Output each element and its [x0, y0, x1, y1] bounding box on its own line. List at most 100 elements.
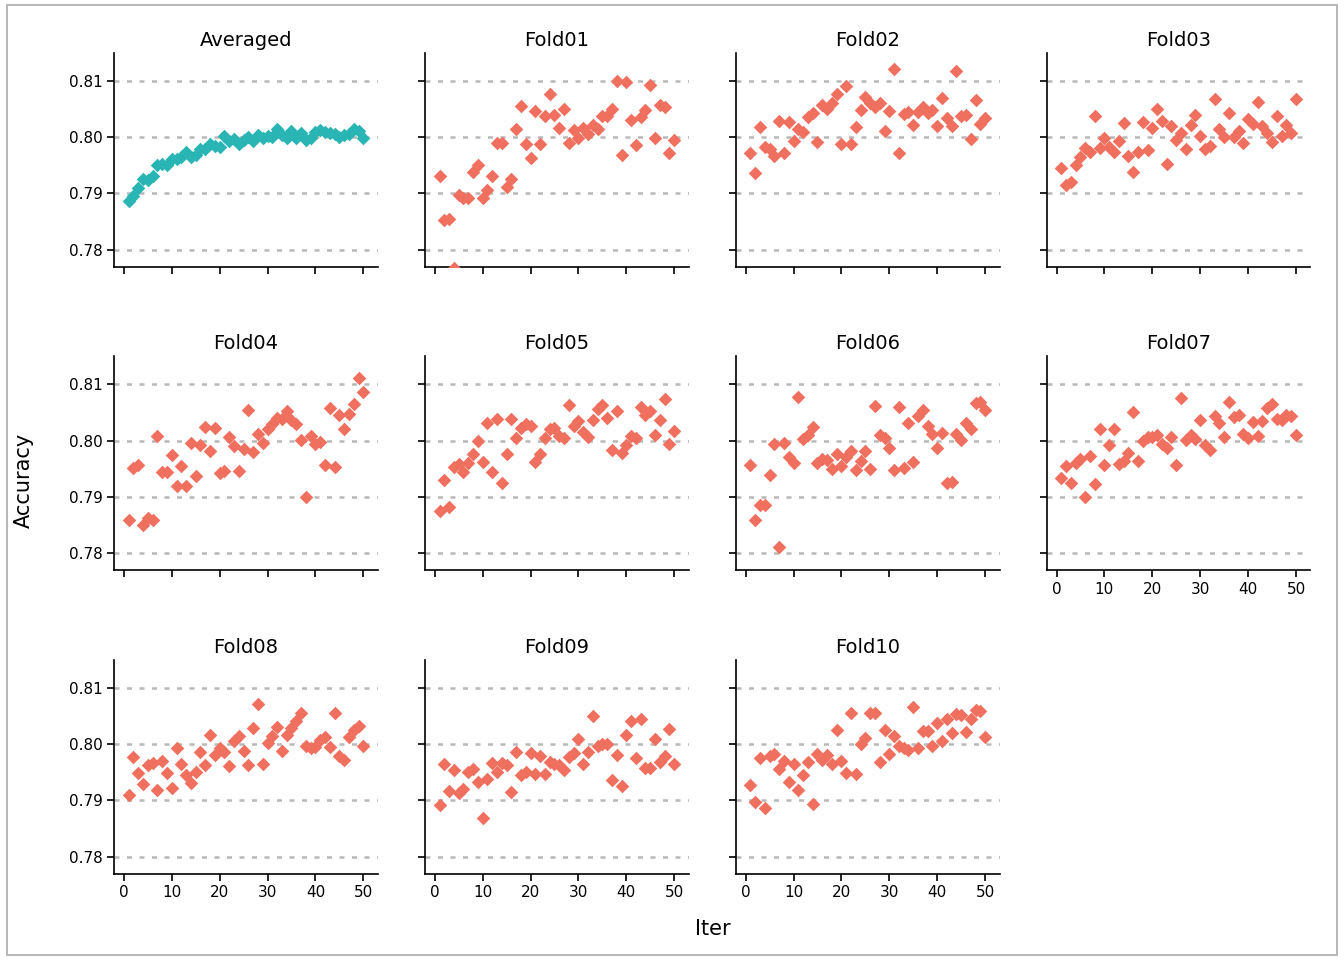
Point [1208, 415, 1230, 430]
Point [199, 444, 220, 459]
Point [610, 147, 632, 162]
Point [352, 384, 374, 399]
Title: Fold07: Fold07 [1146, 334, 1211, 353]
Title: Averaged: Averaged [200, 31, 292, 50]
Point [281, 720, 302, 735]
Point [1257, 400, 1278, 416]
Point [242, 444, 263, 460]
Point [348, 371, 370, 386]
Point [874, 430, 895, 445]
Point [836, 449, 857, 465]
Point [544, 108, 566, 123]
Point [238, 757, 259, 773]
Point [739, 457, 761, 472]
Point [578, 745, 599, 760]
Point [616, 74, 637, 89]
Point [472, 191, 493, 206]
Point [1152, 436, 1173, 451]
Point [956, 416, 977, 431]
Point [625, 137, 646, 153]
Point [453, 190, 474, 205]
Point [257, 421, 278, 437]
Point [1223, 410, 1245, 425]
Point [587, 401, 609, 417]
Point [759, 749, 781, 764]
Point [352, 738, 374, 754]
Point [782, 455, 804, 470]
Point [1079, 448, 1101, 464]
Point [152, 754, 173, 769]
Point [314, 730, 336, 745]
Point [1085, 477, 1106, 492]
Point [305, 437, 327, 452]
Point [974, 402, 996, 418]
Point [429, 168, 450, 183]
Point [190, 745, 211, 760]
Point [802, 105, 824, 120]
Point [165, 741, 187, 756]
Point [1271, 412, 1293, 427]
Point [1055, 459, 1077, 474]
Point [171, 756, 192, 771]
Point [1281, 408, 1302, 423]
Point [888, 738, 910, 754]
Point [913, 402, 934, 418]
Point [812, 97, 833, 112]
Point [1055, 178, 1077, 193]
Point [621, 428, 642, 444]
Point [1156, 156, 1177, 172]
Point [793, 767, 814, 782]
Point [429, 797, 450, 812]
Point [903, 454, 925, 469]
Point [806, 456, 828, 471]
Point [161, 447, 183, 463]
Point [228, 135, 250, 151]
Point [1146, 101, 1168, 116]
Point [520, 151, 542, 166]
Point [530, 136, 551, 152]
Point [946, 707, 968, 722]
Point [974, 110, 996, 126]
Point [659, 145, 680, 160]
Point [1184, 108, 1206, 123]
Point [343, 396, 364, 411]
Point [300, 740, 321, 756]
Point [199, 728, 220, 743]
Point [745, 794, 766, 809]
Point [233, 442, 254, 457]
Point [1195, 142, 1216, 157]
Point [343, 121, 364, 136]
Point [883, 61, 905, 77]
Point [831, 459, 852, 474]
Point [444, 260, 465, 276]
Point [233, 743, 254, 758]
Point [1165, 457, 1187, 472]
Point [1103, 420, 1125, 436]
Point [285, 417, 306, 432]
Point [907, 741, 929, 756]
Point [128, 180, 149, 196]
Point [481, 465, 503, 480]
Point [582, 117, 603, 132]
Point [161, 780, 183, 796]
Point [1103, 145, 1125, 160]
Point [763, 436, 785, 451]
Point [606, 73, 628, 88]
Point [1242, 116, 1263, 132]
Point [778, 775, 800, 790]
Point [630, 109, 652, 125]
Point [152, 156, 173, 172]
Point [806, 134, 828, 150]
Point [251, 131, 273, 146]
Point [922, 102, 943, 117]
Point [238, 402, 259, 418]
Point [296, 132, 317, 148]
Point [444, 459, 465, 474]
Point [505, 122, 527, 137]
Point [1242, 415, 1263, 430]
Point [1064, 157, 1086, 173]
Point [333, 753, 355, 768]
Point [749, 497, 770, 513]
Point [903, 117, 925, 132]
Point [554, 102, 575, 117]
